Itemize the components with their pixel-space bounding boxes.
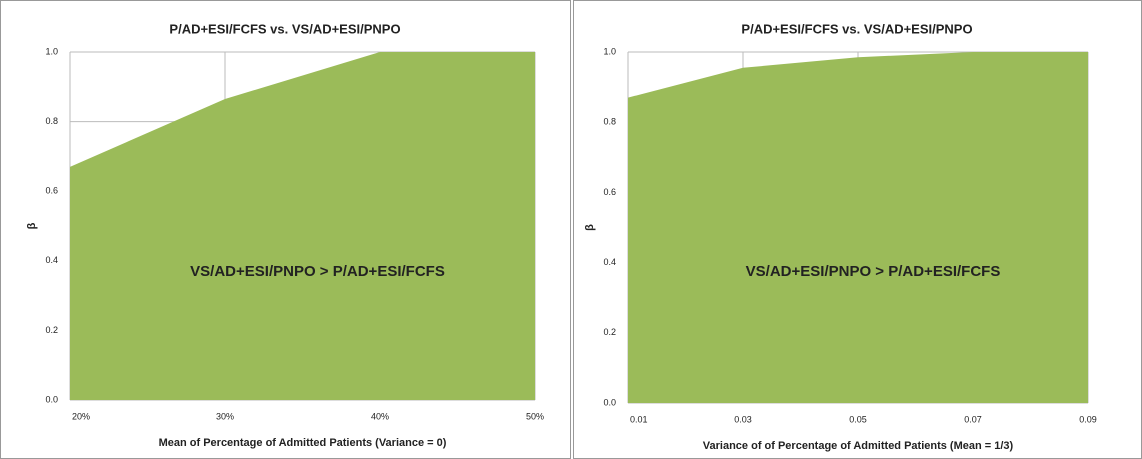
area (628, 52, 1088, 403)
x-axis-label: Variance of of Percentage of Admitted Pa… (703, 440, 1014, 452)
y-tick-label: 0.4 (45, 255, 58, 265)
x-tick-label: 40% (371, 411, 389, 421)
x-tick-label: 50% (526, 411, 544, 421)
x-tick-label: 0.01 (630, 414, 648, 424)
y-tick-label: 0.6 (603, 187, 616, 197)
x-tick-label: 20% (72, 411, 90, 421)
y-axis-label: β (26, 222, 38, 229)
y-tick-label: 0.8 (45, 116, 58, 126)
annotation: VS/AD+ESI/PNPO > P/AD+ESI/FCFS (190, 263, 445, 280)
area (70, 52, 535, 400)
x-tick-label: 0.03 (734, 414, 752, 424)
y-tick-label: 0.6 (45, 186, 58, 196)
x-tick-label: 0.05 (849, 414, 867, 424)
x-tick-label: 0.09 (1079, 414, 1097, 424)
y-tick-label: 0.8 (603, 117, 616, 127)
y-axis-label: β (584, 224, 596, 231)
y-tick-label: 0.2 (45, 325, 58, 335)
y-tick-label: 0.2 (603, 327, 616, 337)
annotation: VS/AD+ESI/PNPO > P/AD+ESI/FCFS (746, 263, 1001, 280)
x-axis-label: Mean of Percentage of Admitted Patients … (159, 437, 447, 449)
y-tick-label: 1.0 (603, 46, 616, 56)
y-tick-label: 1.0 (45, 46, 58, 56)
y-tick-label: 0.0 (603, 397, 616, 407)
y-tick-label: 0.0 (45, 394, 58, 404)
x-tick-label: 0.07 (964, 414, 982, 424)
x-tick-label: 30% (216, 411, 234, 421)
y-tick-label: 0.4 (603, 257, 616, 267)
chart-title: P/AD+ESI/FCFS vs. VS/AD+ESI/PNPO (169, 21, 400, 36)
chart-title: P/AD+ESI/FCFS vs. VS/AD+ESI/PNPO (741, 21, 972, 36)
